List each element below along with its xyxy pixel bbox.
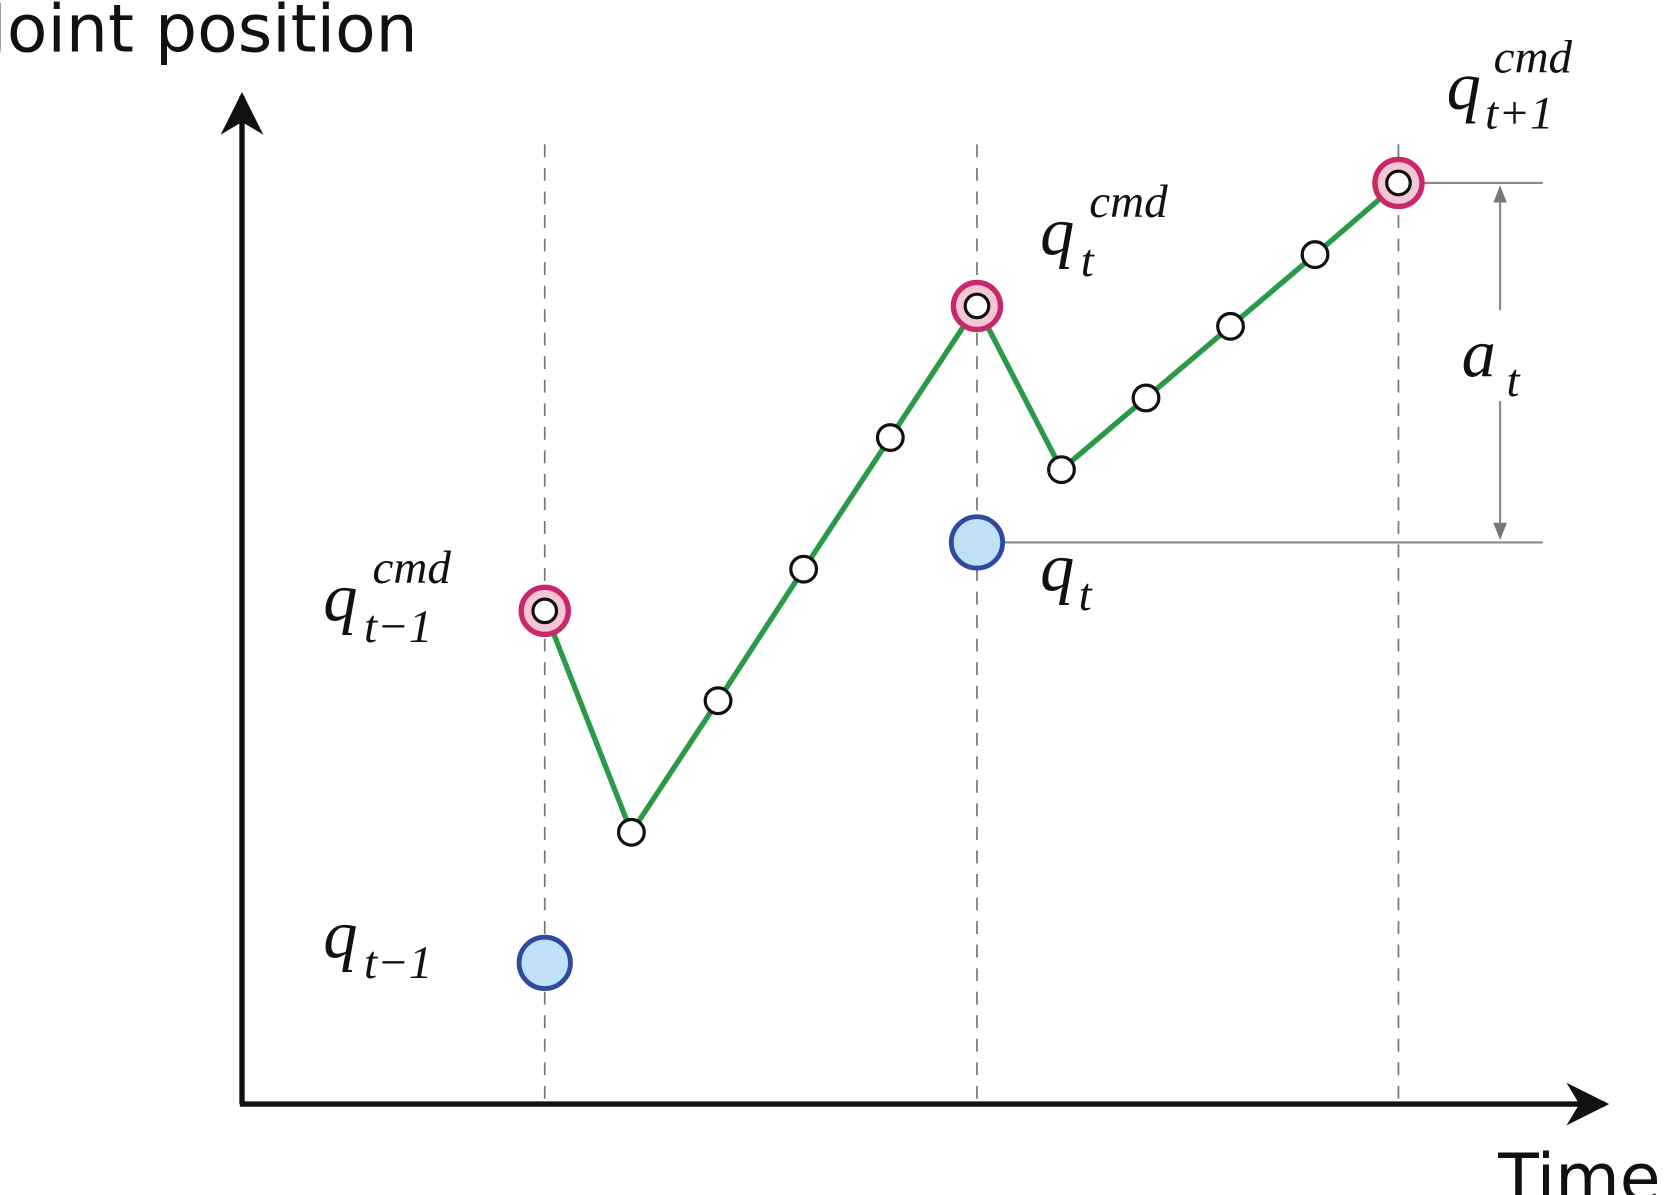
- label: qt: [1040, 530, 1094, 621]
- label-sup: cmd: [373, 542, 452, 594]
- label-base: q: [1447, 48, 1481, 124]
- y-axis-label: Joint position: [0, 0, 418, 67]
- label-sub: t: [1081, 235, 1096, 287]
- measured-positions: [516, 514, 1006, 991]
- label-sup: cmd: [1494, 32, 1573, 84]
- x-axis-label: Time: [1497, 1138, 1660, 1195]
- interpolation-points: [531, 169, 1412, 847]
- label-sub: t: [1079, 569, 1094, 621]
- label: q cmd t+1: [1447, 32, 1573, 140]
- label-sub: t−1: [364, 601, 432, 653]
- label: q cmd t−1: [323, 542, 451, 653]
- label-sub: t+1: [1485, 87, 1553, 139]
- label-sup: cmd: [1089, 176, 1168, 228]
- label-sub: t−1: [364, 937, 432, 989]
- label-base: q: [323, 560, 357, 636]
- label-base: q: [1040, 530, 1074, 606]
- label-base: q: [1040, 194, 1074, 270]
- action-dimension: [1002, 181, 1543, 544]
- label: q cmd t: [1040, 176, 1168, 287]
- axes: [220, 92, 1610, 1126]
- label-base: q: [323, 896, 357, 972]
- label-base: a: [1462, 316, 1496, 392]
- label: q t−1: [323, 896, 432, 988]
- label-sub: t: [1507, 355, 1522, 407]
